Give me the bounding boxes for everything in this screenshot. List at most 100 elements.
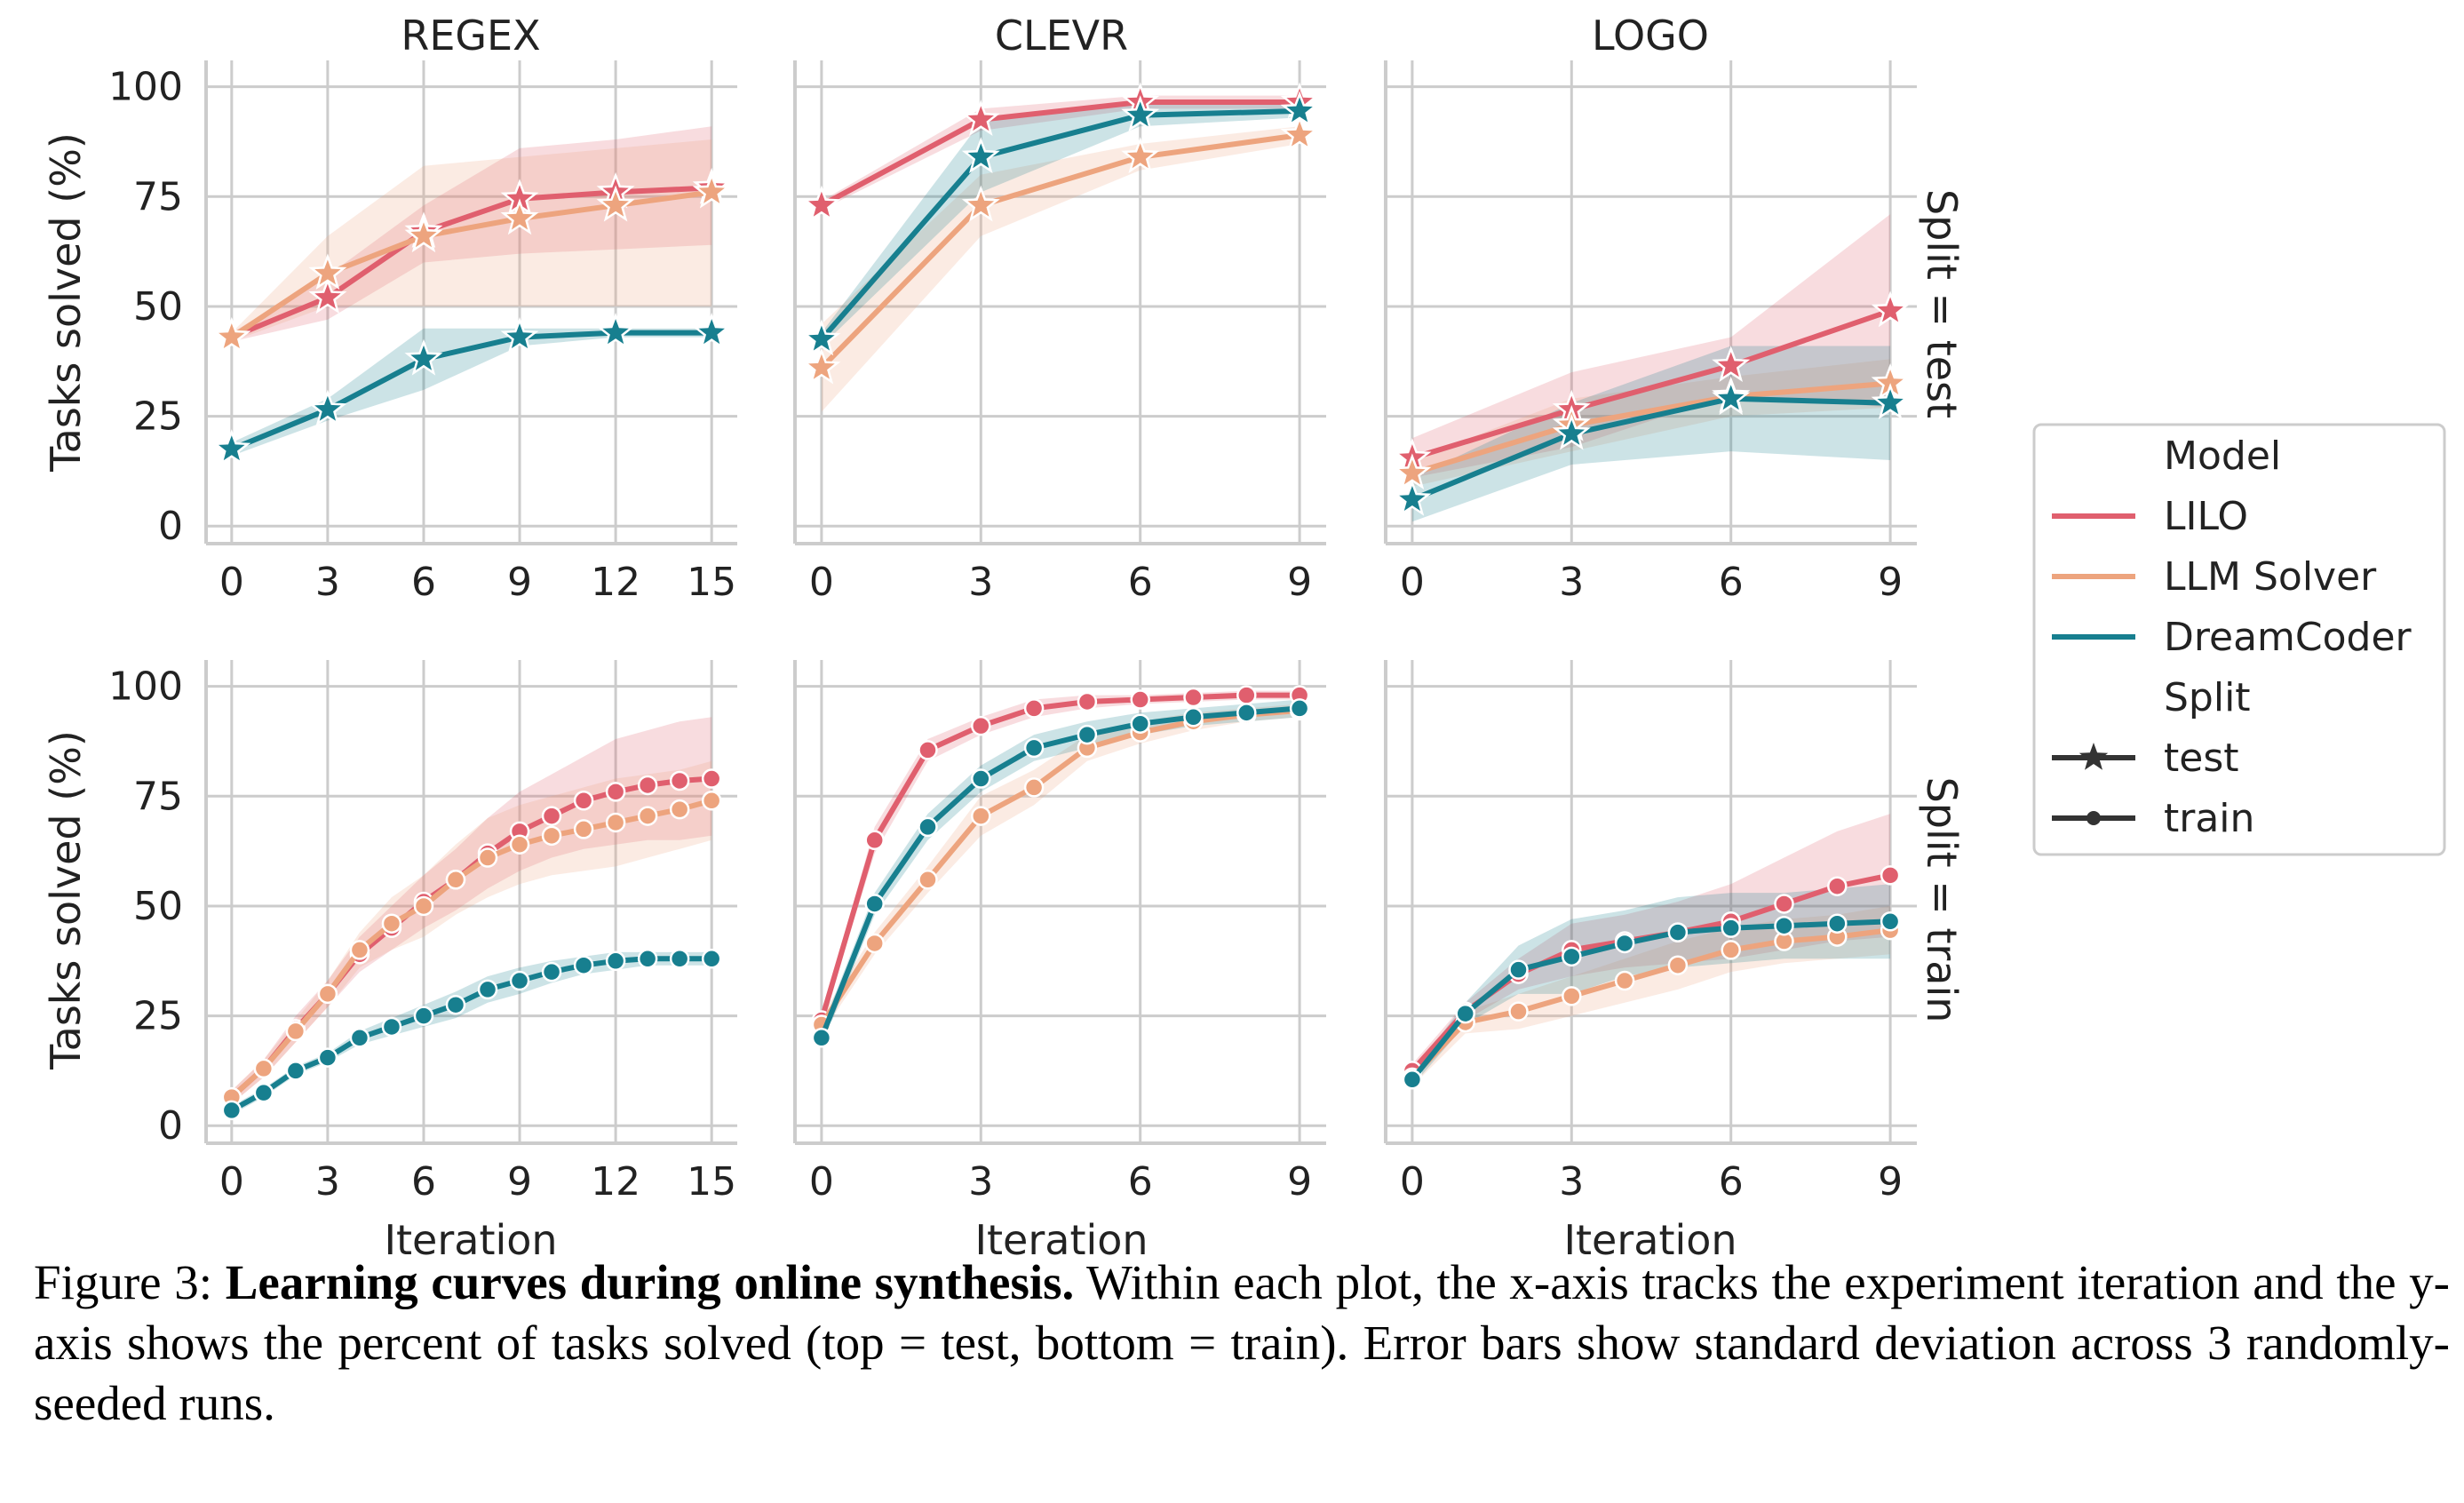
- error-band-lilo: [1411, 814, 1891, 1078]
- data-point-dreamcoder: [1774, 915, 1794, 936]
- data-point-lilo: [1827, 876, 1848, 896]
- x-axis-label-2: Iteration: [974, 1216, 1148, 1264]
- data-point-dreamcoder: [1130, 713, 1150, 734]
- data-point-llm-solver: [1023, 777, 1045, 798]
- panel-5: 0 3 6 9: [1384, 660, 1917, 1205]
- error-band-llm-solver: [1411, 905, 1891, 1086]
- col-title-logo: LOGO: [1592, 12, 1709, 60]
- data-point-lilo: [802, 185, 841, 222]
- x-tick-label: 6: [1719, 1159, 1744, 1205]
- caption-bold-title: Learning curves during online synthesis.: [225, 1255, 1075, 1309]
- data-point-dreamcoder: [669, 949, 690, 969]
- data-point-lilo: [1712, 346, 1751, 382]
- col-title-regex: REGEX: [401, 12, 540, 60]
- data-point-lilo: [701, 768, 722, 789]
- data-point-lilo: [864, 830, 885, 851]
- x-tick-label: 6: [411, 560, 436, 605]
- x-axis-label-1: Iteration: [384, 1216, 557, 1264]
- data-point-dreamcoder: [692, 313, 731, 349]
- data-point-dreamcoder: [918, 816, 938, 838]
- data-point-llm-solver: [864, 933, 885, 954]
- data-point-llm-solver: [605, 812, 626, 833]
- y-axis-label-bottom: Tasks solved (%): [42, 730, 90, 1070]
- data-point-dreamcoder: [1402, 1070, 1423, 1090]
- panel-3: 0 3 6 9 12 15 0 25 50 75 100: [108, 660, 737, 1205]
- data-point-llm-solver: [1508, 1001, 1529, 1022]
- data-point-lilo: [918, 740, 938, 760]
- legend-frame: [2032, 423, 2446, 856]
- data-point-llm-solver: [596, 185, 635, 222]
- x-tick-label: 6: [1128, 560, 1153, 605]
- error-band-dreamcoder: [1411, 884, 1891, 1086]
- x-tick-label: 9: [1287, 560, 1312, 605]
- series-line-dreamcoder: [819, 705, 1300, 1039]
- data-point-dreamcoder: [1827, 913, 1848, 934]
- data-point-llm-solver: [1562, 986, 1582, 1006]
- data-point-dreamcoder: [1614, 933, 1635, 954]
- row-title-test: Split = test: [1918, 189, 1966, 418]
- panel-0: 0 3 6 9 12 15 0 25 50 75 100: [108, 60, 737, 605]
- x-tick-label: 9: [1878, 1159, 1903, 1205]
- data-point-dreamcoder: [381, 1016, 402, 1038]
- x-tick-label: 12: [591, 560, 640, 605]
- x-tick-label: 3: [968, 560, 993, 605]
- series-line-dreamcoder: [230, 330, 712, 452]
- data-point-llm-solver: [477, 847, 498, 868]
- y-tick-label: 0: [158, 504, 183, 549]
- data-point-dreamcoder: [573, 955, 594, 975]
- legend-circle-icon: [2086, 811, 2101, 825]
- panel-1: 0 3 6 9: [793, 60, 1326, 605]
- data-point-llm-solver: [541, 825, 562, 847]
- legend-title-model: Model: [2164, 433, 2281, 479]
- series-line-llm-solver: [819, 132, 1300, 370]
- data-point-dreamcoder: [253, 1082, 274, 1103]
- y-tick-label: 50: [133, 284, 183, 330]
- x-tick-label: 0: [1400, 1159, 1425, 1205]
- data-point-dreamcoder: [509, 970, 530, 991]
- series-line-llm-solver: [229, 798, 712, 1100]
- data-point-llm-solver: [1121, 137, 1160, 174]
- x-tick-label: 9: [1287, 1159, 1312, 1205]
- data-point-dreamcoder: [1289, 698, 1310, 719]
- legend-label-dreamcoder: DreamCoder: [2164, 615, 2412, 660]
- error-band-lilo: [231, 717, 712, 1104]
- legend-star-icon: [2079, 743, 2109, 770]
- data-point-lilo: [1077, 691, 1098, 712]
- data-point-dreamcoder: [1393, 479, 1432, 516]
- series-line-dreamcoder: [1411, 395, 1891, 503]
- data-point-dreamcoder: [500, 317, 539, 354]
- data-point-dreamcoder: [1552, 413, 1591, 450]
- x-tick-label: 0: [809, 560, 834, 605]
- x-tick-label: 6: [411, 1159, 436, 1205]
- data-point-llm-solver: [500, 198, 539, 235]
- data-point-lilo: [1236, 685, 1257, 705]
- data-point-lilo: [573, 791, 594, 811]
- x-tick-label: 9: [507, 560, 532, 605]
- data-point-dreamcoder: [1183, 707, 1204, 728]
- error-band-llm-solver: [231, 760, 712, 1104]
- data-point-dreamcoder: [971, 768, 991, 789]
- data-point-llm-solver: [1280, 115, 1319, 152]
- series-line-llm-solver: [1410, 927, 1891, 1079]
- data-point-llm-solver: [918, 870, 938, 890]
- data-point-llm-solver: [1721, 940, 1741, 960]
- data-point-lilo: [1774, 894, 1794, 914]
- y-tick-label: 25: [133, 394, 183, 440]
- y-axis-label-top: Tasks solved (%): [42, 132, 90, 473]
- row-title-train: Split = train: [1918, 777, 1966, 1023]
- data-point-lilo: [1023, 698, 1045, 719]
- data-point-dreamcoder: [349, 1028, 370, 1048]
- data-point-llm-solver: [802, 347, 841, 385]
- series-line-dreamcoder: [1410, 918, 1891, 1082]
- y-tick-label: 75: [133, 174, 183, 219]
- y-tick-label: 100: [108, 65, 183, 110]
- data-point-llm-solver: [308, 253, 347, 290]
- data-point-llm-solver: [961, 185, 1000, 222]
- legend: Model LILO LLM Solver DreamCoder Split t…: [2032, 423, 2446, 856]
- y-tick-label: 0: [158, 1103, 183, 1149]
- data-point-lilo: [605, 782, 626, 802]
- data-point-dreamcoder: [1077, 724, 1098, 745]
- y-tick-label: 100: [108, 664, 183, 710]
- data-point-dreamcoder: [1508, 959, 1529, 980]
- data-point-lilo: [1130, 689, 1150, 710]
